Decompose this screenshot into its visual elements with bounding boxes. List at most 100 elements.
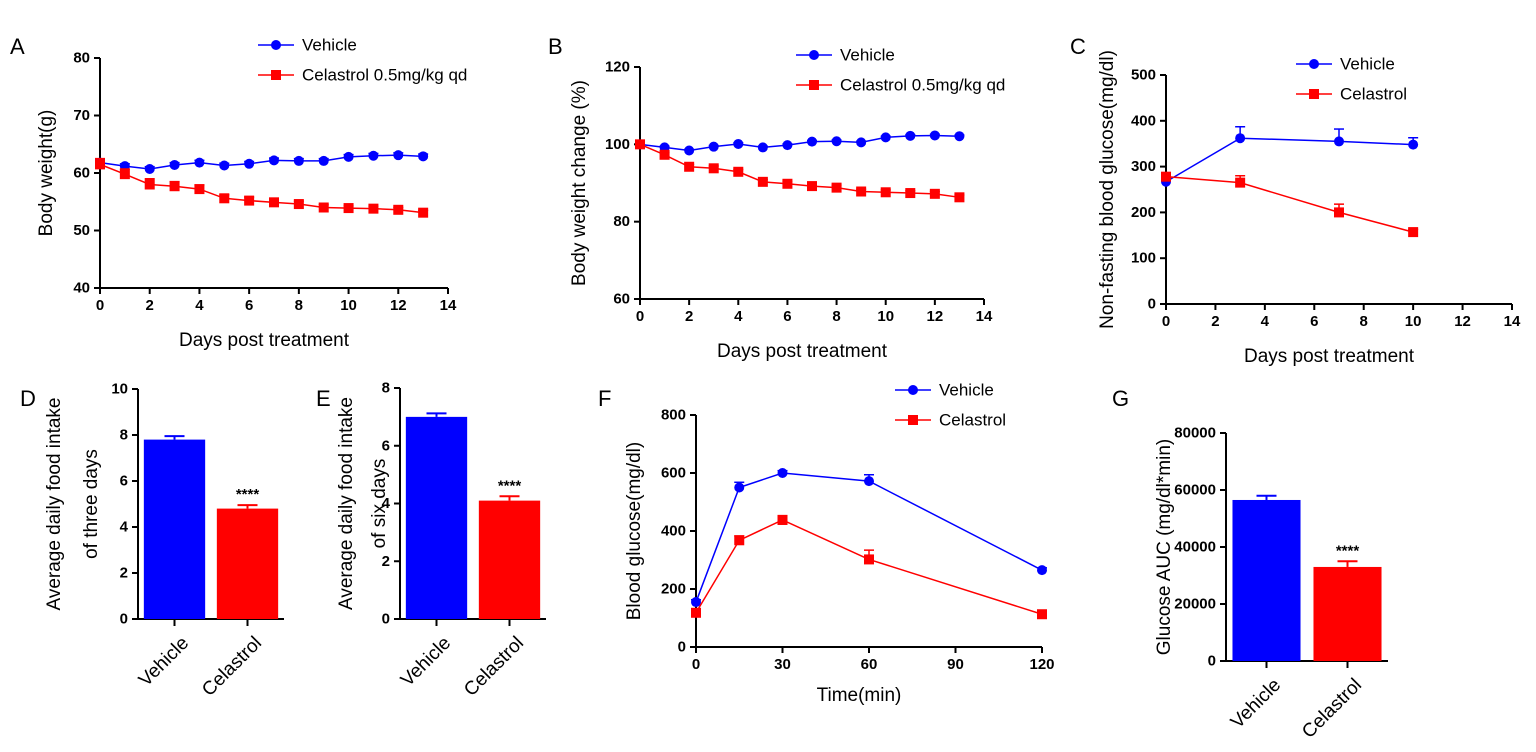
bar-vehicle: [405, 416, 468, 619]
legend-entry: Vehicle: [796, 46, 895, 65]
data-point: [807, 181, 817, 192]
category-label: Celastrol: [460, 633, 528, 701]
legend-label: Celastrol: [1340, 85, 1407, 104]
data-point: [708, 141, 719, 152]
y-tick-label: 120: [605, 59, 630, 76]
data-point: [635, 139, 645, 150]
data-point: [905, 188, 916, 199]
legend-entry: Vehicle: [258, 36, 357, 55]
y-tick-label: 6: [120, 473, 128, 490]
data-point: [733, 166, 744, 177]
data-point: [343, 203, 354, 214]
panel-letter: B: [548, 34, 563, 59]
data-point: [368, 203, 379, 214]
x-axis-title: Time(min): [817, 685, 902, 706]
data-point: [269, 155, 279, 166]
y-tick-label: 200: [661, 581, 686, 598]
data-point: [95, 159, 105, 170]
panel-e: E 0 2 4 6 8 Average daily food intake of six da…: [316, 380, 546, 701]
legend-marker: [908, 385, 918, 395]
data-point: [831, 182, 842, 193]
data-point: [856, 137, 867, 148]
significance-label: ****: [1336, 542, 1360, 559]
y-tick-label: 40000: [1174, 539, 1216, 556]
legend-marker: [809, 50, 819, 60]
y-tick-label: 800: [661, 407, 686, 424]
y-axis-title: Glucose AUC (mg/dl*min): [1154, 439, 1175, 655]
x-tick-label: 4: [1261, 313, 1270, 330]
y-axis-title: Average daily food intake: [336, 397, 357, 610]
data-point: [777, 468, 788, 478]
category-label: Vehicle: [135, 633, 193, 691]
data-point: [1037, 609, 1047, 620]
legend-label: Vehicle: [302, 36, 357, 55]
x-tick-label: 120: [1029, 656, 1054, 673]
data-point: [684, 145, 695, 156]
data-point: [318, 202, 329, 213]
series-celastrol: [95, 157, 429, 218]
legend-entry: Celastrol 0.5mg/kg qd: [796, 76, 1005, 95]
data-point: [393, 150, 404, 161]
series-line: [695, 472, 1043, 603]
series-celastrol: [1161, 171, 1419, 238]
x-tick-label: 2: [146, 297, 154, 314]
y-tick-label: 4: [120, 519, 129, 536]
category-label: Celastrol: [1298, 675, 1366, 743]
category-label: Vehicle: [397, 633, 455, 691]
category-label: Vehicle: [1227, 675, 1285, 733]
y-tick-label: 300: [1131, 158, 1156, 175]
data-point: [734, 535, 745, 546]
data-point: [757, 176, 768, 187]
y-tick-label: 2: [382, 553, 390, 570]
x-tick-label: 0: [692, 656, 700, 673]
legend-label: Vehicle: [939, 381, 994, 400]
data-point: [144, 179, 155, 190]
y-axis-title: Body weight change (%): [569, 80, 590, 286]
bar-celastrol: [1313, 566, 1382, 661]
y-tick-label: 0: [1208, 653, 1216, 670]
y-tick-label: 80: [73, 50, 90, 67]
series-vehicle: [635, 130, 965, 156]
data-point: [194, 184, 205, 195]
y-tick-label: 40: [73, 280, 90, 297]
bar-celastrol: [478, 500, 541, 619]
y-tick-label: 0: [1148, 296, 1156, 313]
significance-label: ****: [498, 477, 522, 494]
data-point: [734, 482, 745, 493]
panel-a: A 40 50 60 70 80 Body weight(g) 0 2 4 6 8 10 12 14 Days…: [10, 34, 467, 351]
x-tick-label: 0: [1162, 313, 1170, 330]
data-point: [782, 178, 793, 189]
data-point: [831, 136, 842, 147]
legend-marker: [1309, 59, 1319, 69]
data-point: [1408, 227, 1419, 238]
y-tick-label: 60: [613, 291, 630, 308]
y-tick-label: 8: [120, 427, 128, 444]
data-point: [807, 136, 817, 147]
y-tick-label: 0: [678, 639, 686, 656]
panel-f: F 0 200 400 600 800 Blood glucose(mg/dl) 0 30 60 9…: [598, 381, 1055, 707]
series-line: [1165, 137, 1414, 183]
x-tick-label: 14: [1504, 313, 1521, 330]
data-point: [1037, 565, 1047, 576]
y-axis-title: Average daily food intake: [44, 397, 65, 610]
data-point: [864, 554, 874, 565]
x-tick-label: 10: [877, 308, 894, 325]
legend-marker: [908, 415, 918, 425]
data-point: [1334, 136, 1344, 147]
data-point: [1161, 171, 1171, 182]
x-tick-label: 2: [1211, 313, 1219, 330]
x-tick-label: 10: [340, 297, 357, 314]
legend-label: Celastrol: [939, 411, 1006, 430]
data-point: [219, 160, 230, 171]
x-tick-label: 6: [1310, 313, 1318, 330]
data-point: [418, 151, 429, 162]
y-tick-label: 60: [73, 165, 90, 182]
y-tick-label: 0: [120, 611, 128, 628]
series-vehicle: [1161, 126, 1419, 187]
data-point: [119, 169, 130, 180]
data-point: [269, 197, 279, 208]
data-point: [169, 181, 180, 192]
x-axis-title: Days post treatment: [179, 330, 350, 351]
x-tick-label: 2: [685, 308, 693, 325]
x-tick-label: 0: [96, 297, 104, 314]
